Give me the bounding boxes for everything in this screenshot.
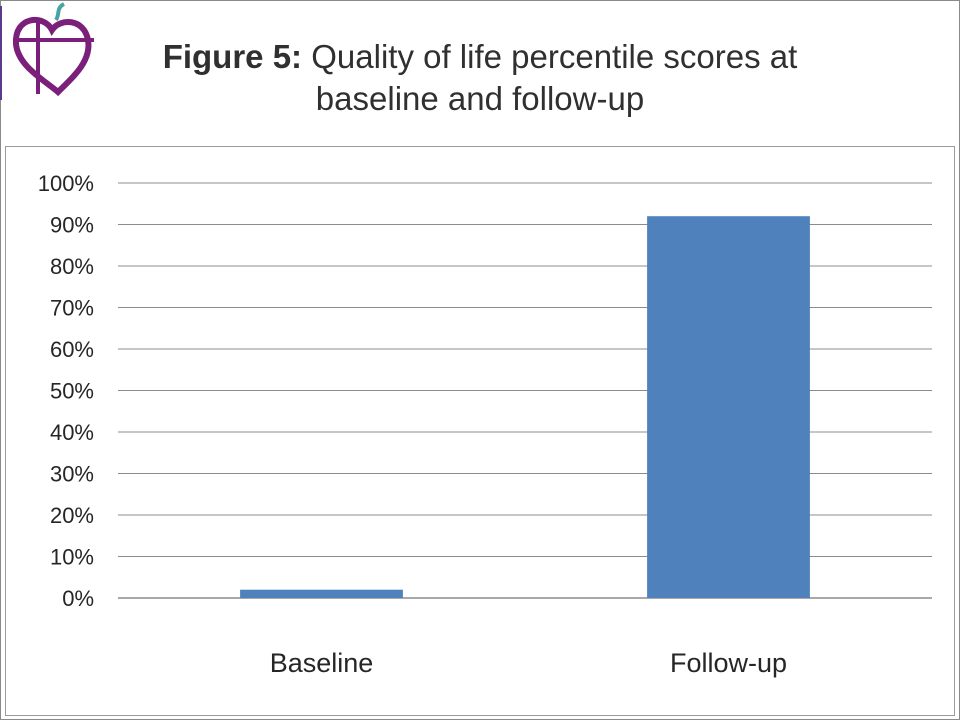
y-tick-label: 20%	[50, 503, 94, 528]
y-tick-label: 10%	[50, 545, 94, 570]
y-tick-label: 70%	[50, 296, 94, 321]
y-tick-label: 0%	[62, 586, 94, 611]
chart-title: Figure 5: Quality of life percentile sco…	[120, 36, 840, 120]
y-tick-label: 30%	[50, 462, 94, 487]
x-category-label: Follow-up	[670, 648, 787, 678]
y-tick-label: 40%	[50, 420, 94, 445]
y-tick-label: 100%	[38, 171, 94, 196]
heart-cross-logo-icon	[0, 2, 94, 100]
bars	[240, 216, 810, 598]
chart-frame	[5, 146, 955, 716]
x-axis-categories: Baseline Follow-up	[270, 648, 787, 678]
y-tick-label: 80%	[50, 254, 94, 279]
bar-follow-up	[647, 216, 810, 598]
x-category-label: Baseline	[270, 648, 374, 678]
y-tick-label: 90%	[50, 213, 94, 238]
y-tick-label: 60%	[50, 337, 94, 362]
title-prefix: Figure 5:	[162, 38, 303, 75]
bar-baseline	[240, 589, 403, 598]
title-line1: Quality of life percentile scores at	[311, 38, 798, 75]
y-tick-label: 50%	[50, 379, 94, 404]
title-line2: baseline and follow-up	[315, 80, 645, 117]
gridlines	[118, 182, 932, 599]
y-axis-ticks: 0% 10% 20% 30% 40% 50% 60% 70% 80% 90% 100%	[38, 171, 94, 611]
